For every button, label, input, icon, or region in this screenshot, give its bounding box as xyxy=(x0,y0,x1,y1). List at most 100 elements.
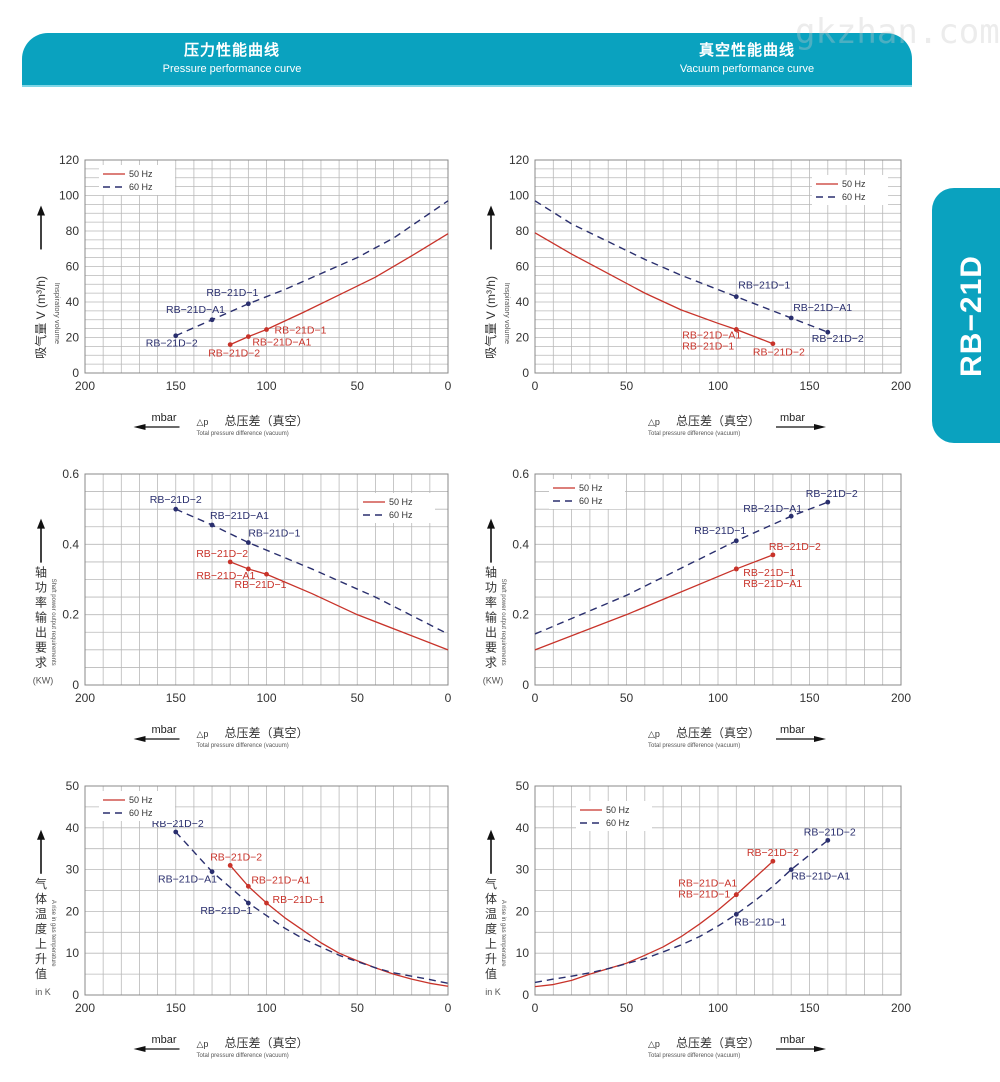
data-point-label: RB−21D−1 xyxy=(248,528,300,540)
legend-label-50hz: 50 Hz xyxy=(129,795,153,805)
banner-underline xyxy=(22,85,912,87)
data-point xyxy=(245,883,251,889)
chart-pressure-temperature: 200 150 100 50 0 0 10 20 30 40 50 RB−21D−2 RB−21D−A1… xyxy=(35,779,452,1059)
x-tick-label: 150 xyxy=(166,691,186,705)
data-point-label: RB−21D−A1 xyxy=(252,337,311,349)
data-point xyxy=(770,858,776,864)
data-point-label: RB−21D−A1 xyxy=(682,330,741,342)
data-point-label: RB−21D−2 xyxy=(804,826,856,838)
y-tick-label: 60 xyxy=(66,260,80,274)
data-point-label: RB−21D−1 xyxy=(235,579,287,591)
y-axis-label-zh-char: 升 xyxy=(485,952,497,966)
y-axis-label-zh-char: 出 xyxy=(35,626,47,640)
legend: 50 Hz 60 Hz xyxy=(359,493,435,523)
y-axis-label-en: Shaft power output requirements xyxy=(50,579,56,666)
data-point-label: RB−21D−2 xyxy=(769,541,821,553)
data-point-label: RB−21D−1 xyxy=(734,916,786,928)
data-point xyxy=(264,327,269,332)
y-tick-label: 40 xyxy=(516,295,530,309)
data-point xyxy=(264,900,269,906)
data-point-label: RB−21D−A1 xyxy=(743,503,802,515)
y-tick-label: 40 xyxy=(66,295,80,309)
chart-vacuum-power: 0 50 100 150 20000.20.40.6RB−21D−1RB−21D−A1R… xyxy=(483,467,912,749)
legend-label-60hz: 60 Hz xyxy=(129,182,153,192)
y-tick-label: 100 xyxy=(59,189,79,203)
data-point xyxy=(733,911,739,917)
data-point-label: RB−21D−1 xyxy=(678,889,730,901)
data-point xyxy=(733,566,739,572)
chart-pressure-volume: 200 150 100 50 0020406080100120RB−21D−1RB−21… xyxy=(33,153,452,437)
series-line-50hz xyxy=(534,554,774,651)
legend: 50 Hz 60 Hz xyxy=(576,801,652,831)
y-axis-label-zh-char: 值 xyxy=(35,966,47,981)
y-tick-label: 0 xyxy=(72,678,79,692)
legend: 50 Hz 60 Hz xyxy=(99,165,175,195)
data-point-label: RB−21D−1 xyxy=(206,287,258,299)
series-line-60hz xyxy=(175,200,449,337)
x-tick-label: 50 xyxy=(620,379,634,393)
data-point-label: RB−21D−2 xyxy=(753,347,805,359)
plot-frame xyxy=(84,473,449,686)
x-axis-unit: mbar xyxy=(780,1034,805,1046)
data-point-label: RB−21D−A1 xyxy=(743,578,802,590)
y-tick-label: 0.4 xyxy=(512,537,529,551)
vacuum-section-title: 真空性能曲线 Vacuum performance curve xyxy=(642,42,852,76)
data-point-label: RB−21D−2 xyxy=(150,494,202,506)
series-line-60hz xyxy=(175,508,449,635)
legend-box xyxy=(812,175,888,205)
y-axis-arrowhead-icon xyxy=(37,205,45,216)
chart-pressure-power: 200 150 100 50 000.20.40.6RB−21D−2RB−21D−A1R… xyxy=(33,467,452,749)
y-tick-label: 0 xyxy=(72,366,79,380)
data-point xyxy=(173,506,179,512)
legend-box xyxy=(549,479,625,509)
y-axis-label-zh-char: 气 xyxy=(485,876,497,891)
y-tick-label: 0 xyxy=(522,366,529,380)
series-line-50hz xyxy=(534,232,774,345)
y-axis-label-zh: 吸气量 V (m³/h) xyxy=(483,276,498,359)
x-axis-unit: mbar xyxy=(780,412,805,424)
legend-label-50hz: 50 Hz xyxy=(129,169,153,179)
x-tick-label: 100 xyxy=(708,1001,728,1015)
data-point-label: RB−21D−A1 xyxy=(158,874,217,886)
y-tick-label: 0.4 xyxy=(62,537,79,551)
y-axis-label-zh-char: 温 xyxy=(485,907,497,921)
legend-label-50hz: 50 Hz xyxy=(606,805,630,815)
y-tick-label: 0.2 xyxy=(512,608,529,622)
x-axis-arrowhead-icon xyxy=(133,736,146,742)
y-axis-label-zh-char: 功 xyxy=(35,581,47,595)
y-axis-label-en: Inspiratory volume xyxy=(53,283,62,344)
x-axis-unit: mbar xyxy=(152,412,177,424)
series-line-60hz xyxy=(175,831,449,984)
x-axis-delta-p: △p xyxy=(648,417,660,427)
y-tick-label: 80 xyxy=(66,224,80,238)
data-point xyxy=(770,341,776,347)
legend: 50 Hz 60 Hz xyxy=(99,791,175,821)
x-axis-label-en: Total pressure difference (vacuum) xyxy=(197,431,289,437)
y-axis-arrowhead-icon xyxy=(487,829,495,840)
data-point xyxy=(245,301,251,307)
y-axis-label-zh-char: 求 xyxy=(485,656,497,670)
legend-label-60hz: 60 Hz xyxy=(606,818,630,828)
y-axis-label-zh-char: 温 xyxy=(35,907,47,921)
y-tick-label: 50 xyxy=(516,779,530,793)
data-point xyxy=(209,317,215,323)
data-point-label: RB−21D−1 xyxy=(275,325,327,337)
plot-frame xyxy=(534,159,902,374)
x-tick-label: 50 xyxy=(351,691,365,705)
y-axis-label-zh-char: 轴 xyxy=(35,565,47,580)
y-axis-label-zh-char: 输 xyxy=(35,610,47,625)
y-axis-label-zh: 吸气量 V (m³/h) xyxy=(33,276,48,359)
data-point-label: RB−21D−A1 xyxy=(166,304,225,316)
data-point-label: RB−21D−1 xyxy=(200,905,252,917)
x-tick-label: 200 xyxy=(891,691,911,705)
x-axis-label-zh: 总压差（真空） xyxy=(225,1036,309,1050)
data-point-label: RB−21D−A1 xyxy=(196,570,255,582)
x-axis-label-en: Total pressure difference (vacuum) xyxy=(648,431,740,437)
data-point-label: RB−21D−1 xyxy=(694,525,746,537)
x-axis-label-zh: 总压差（真空） xyxy=(676,1036,760,1050)
y-axis-label-zh-char: 上 xyxy=(485,937,497,951)
x-axis-delta-p: △p xyxy=(648,1039,660,1049)
data-point xyxy=(825,329,831,335)
chart-vacuum-volume: 0 50 100 150 200020406080100120RB−21D−1RB−21… xyxy=(483,153,911,437)
series-line-50hz xyxy=(534,860,774,988)
